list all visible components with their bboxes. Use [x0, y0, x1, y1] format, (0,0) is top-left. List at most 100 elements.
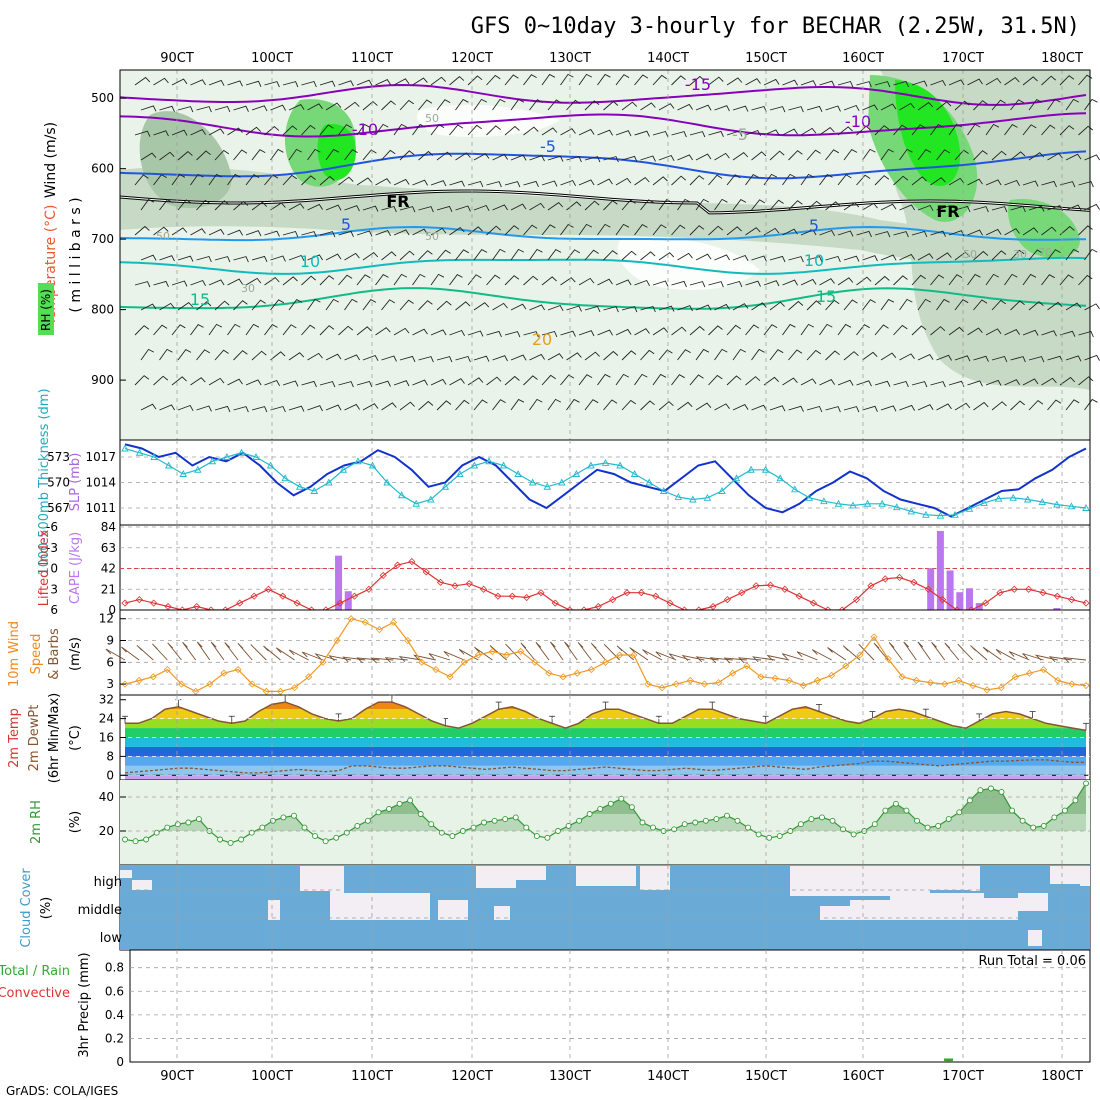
wind-barb — [560, 224, 574, 236]
rh-point — [734, 817, 741, 824]
rh-point — [533, 833, 540, 840]
thickness-point — [907, 507, 916, 515]
wind-barb — [936, 252, 952, 261]
rh-point — [692, 819, 699, 826]
time-label-top: 150CT — [745, 51, 787, 66]
wind-barb — [486, 181, 502, 188]
thickness-point — [645, 478, 653, 486]
rh-point — [945, 816, 952, 823]
wind-barb — [541, 73, 556, 86]
wind-barb — [356, 274, 371, 286]
cloud-clear-cell — [790, 866, 930, 896]
lifted-index-point — [236, 599, 244, 607]
wind-barb — [1010, 400, 1025, 411]
wind-barb — [412, 77, 428, 86]
wind-barb-10m — [655, 651, 677, 661]
wind-barb — [449, 124, 464, 136]
wind-barb — [788, 256, 804, 263]
wind-barb — [652, 74, 667, 86]
wind-barb — [954, 402, 971, 411]
wind-barb — [560, 374, 575, 386]
rh-point — [766, 834, 773, 841]
wind-barb-10m — [737, 657, 762, 664]
wind-barb — [917, 253, 934, 261]
wind-barb — [991, 250, 1007, 261]
rh-point — [903, 807, 910, 814]
lifted-index-label: Lifted Index — [37, 529, 52, 606]
wind-barb — [874, 175, 890, 186]
wind-speed-point — [220, 669, 228, 677]
wind-barb — [393, 178, 410, 186]
wind-barb — [788, 300, 804, 311]
temperature-contour — [119, 287, 1087, 310]
wind-barb — [1041, 226, 1057, 236]
wind-axis-label: Wind (m/s) — [43, 122, 59, 198]
wind-barb — [196, 150, 211, 161]
wind-barb — [732, 348, 747, 361]
wind-barb — [1084, 248, 1098, 261]
wind-barb — [782, 279, 798, 286]
wind-barb — [640, 199, 655, 211]
wind-barb — [375, 274, 389, 286]
temperature-band — [125, 746, 1086, 757]
contour-label: 20 — [532, 330, 552, 349]
wind-barb — [769, 150, 785, 161]
wind-barb-10m — [182, 641, 197, 661]
wind-barb — [492, 302, 508, 311]
wind-barb — [677, 252, 693, 261]
rh-point — [840, 826, 847, 833]
contour-label: -5 — [540, 137, 556, 156]
rh-point — [333, 834, 340, 841]
wind-barb — [800, 127, 817, 136]
wind-barb — [874, 81, 891, 88]
wind-barb — [529, 155, 545, 162]
wind-barb — [307, 352, 323, 361]
wind-barb — [547, 202, 564, 211]
wind-speed-point — [1040, 666, 1048, 674]
wind-barb — [726, 324, 741, 336]
wind-barb — [1041, 274, 1055, 286]
thickness-point — [1053, 500, 1061, 508]
wind-speed-point — [163, 666, 171, 674]
wind-barb — [153, 226, 169, 236]
thickness-point — [834, 499, 843, 507]
wind-barb — [566, 352, 582, 361]
wind-barb — [338, 124, 352, 136]
wind-barb — [159, 302, 175, 311]
wind-barb — [763, 227, 780, 236]
wind-barb — [190, 377, 206, 386]
wind-barb — [911, 80, 928, 87]
wind-barb-10m — [443, 650, 465, 661]
wind-barb — [288, 299, 303, 311]
wind-barb — [1028, 205, 1045, 212]
wind-barb — [769, 349, 784, 361]
wind-barb — [455, 301, 471, 311]
wind-speed-point — [856, 651, 864, 659]
wind-speed-point — [276, 687, 285, 695]
temperature-contours — [119, 85, 1091, 310]
rh-point — [269, 817, 276, 824]
wind-barb — [948, 230, 965, 237]
wind-barb — [714, 198, 728, 211]
lifted-index-point — [264, 585, 272, 593]
precip-plot — [944, 1058, 953, 1062]
wind-speed-point — [926, 679, 935, 687]
lifted-index-point — [637, 589, 645, 597]
wind-barb — [689, 131, 706, 138]
wind-barb — [362, 101, 378, 111]
wind-barb — [467, 226, 483, 236]
wind-speed-point — [1068, 680, 1076, 688]
wind-barb — [473, 153, 490, 161]
wind-barb — [899, 404, 915, 411]
wind-barb-10m — [275, 647, 295, 661]
wind-barb — [843, 351, 859, 361]
wind-barb-10m — [590, 642, 606, 661]
time-label-top: 180CT — [1041, 51, 1083, 66]
wind-barb — [751, 151, 767, 161]
wind-barb — [362, 403, 379, 411]
thickness-point — [994, 494, 1003, 502]
stability-panel: -6 -3 0 3 6 84 63 42 21 0 Lifted Index CAPE (J/kg… — [37, 520, 1091, 617]
wind-barb — [985, 379, 1002, 386]
contour-label: FR — [936, 202, 959, 221]
thickness-point — [732, 474, 741, 482]
